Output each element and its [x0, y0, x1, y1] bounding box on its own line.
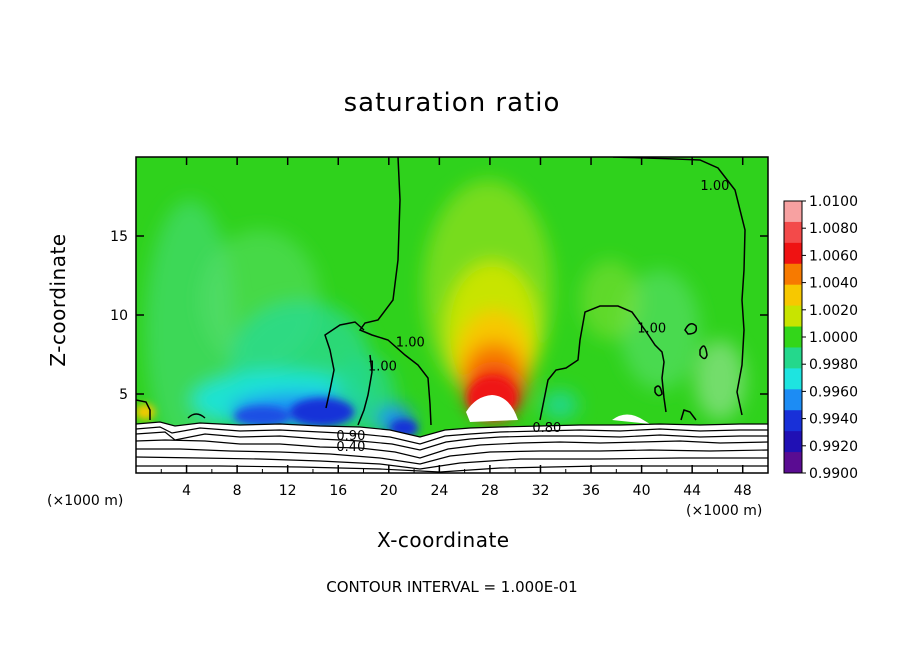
x-tick-label: 16 [329, 483, 347, 499]
colorbar-label: 0.9980 [809, 357, 858, 373]
x-tick-label: 48 [734, 483, 752, 499]
colorbar-label: 0.9920 [809, 439, 858, 455]
colorbar-swatch [784, 410, 802, 432]
colorbar-label: 0.9960 [809, 384, 858, 400]
x-unit-note-right: (×1000 m) [686, 503, 763, 519]
x-tick-label: 4 [182, 483, 191, 499]
colorbar-label: 1.0020 [809, 303, 858, 319]
colorbar-label: 1.0000 [809, 330, 858, 346]
chart-title: saturation ratio [343, 88, 561, 118]
colorbar-swatch [784, 368, 802, 390]
colorbar-swatch [784, 305, 802, 328]
white-cap [466, 395, 518, 422]
colorbar-swatch [784, 452, 802, 474]
x-tick-label: 12 [279, 483, 297, 499]
colorbar-label: 1.0060 [809, 248, 858, 264]
x-tick-label: 44 [683, 483, 701, 499]
contour-label: 0.80 [532, 421, 561, 436]
x-axis-label: X-coordinate [377, 528, 510, 552]
x-tick-label: 28 [481, 483, 499, 499]
plot-area: 1.00 1.00 1.00 1.00 0.90 0.80 0.40 [136, 157, 768, 473]
colorbar-swatch [784, 242, 802, 265]
y-axis-ticks: 5 10 15 [110, 229, 768, 403]
colorbar-swatch [784, 347, 802, 369]
contour-label: 0.40 [336, 440, 365, 455]
x-tick-label: 40 [633, 483, 651, 499]
contour-interval-note: CONTOUR INTERVAL = 1.000E-01 [326, 578, 578, 596]
colorbar: 1.0100 1.0080 1.0060 1.0040 1.0020 1.0000 0.99… [783, 194, 858, 482]
colorbar-label: 0.9940 [809, 412, 858, 428]
x-axis-ticks: 4 8 12 16 20 24 28 32 36 40 44 48 [160, 157, 752, 499]
contour-label: 0.90 [336, 429, 365, 444]
colorbar-swatch [784, 263, 802, 286]
contour-label: 1.00 [368, 359, 397, 374]
x-tick-label: 24 [430, 483, 448, 499]
colorbar-label: 1.0040 [809, 276, 858, 292]
colorbar-swatch [784, 326, 802, 348]
x-tick-label: 36 [582, 483, 600, 499]
y-tick-label: 10 [110, 308, 128, 324]
colorbar-label: 0.9900 [809, 466, 858, 482]
x-tick-label: 20 [380, 483, 398, 499]
contour-labels: 1.00 1.00 1.00 1.00 0.90 0.80 0.40 [336, 179, 729, 455]
colorbar-swatch [784, 201, 802, 223]
colorbar-label: 1.0080 [809, 221, 858, 237]
contour-label: 1.00 [637, 321, 666, 336]
x-unit-note-left: (×1000 m) [47, 493, 124, 509]
y-tick-label: 15 [110, 229, 128, 245]
contour-label: 1.00 [396, 336, 425, 351]
colorbar-swatch [784, 431, 802, 453]
contour-label: 1.00 [700, 179, 729, 194]
colorbar-swatch [784, 221, 802, 244]
colorbar-swatch [784, 284, 802, 307]
x-tick-label: 32 [532, 483, 550, 499]
y-axis-label: Z-coordinate [46, 233, 70, 367]
y-tick-label: 5 [119, 387, 128, 403]
x-tick-label: 8 [233, 483, 242, 499]
colorbar-label: 1.0100 [809, 194, 858, 210]
colorbar-swatch [784, 389, 802, 411]
